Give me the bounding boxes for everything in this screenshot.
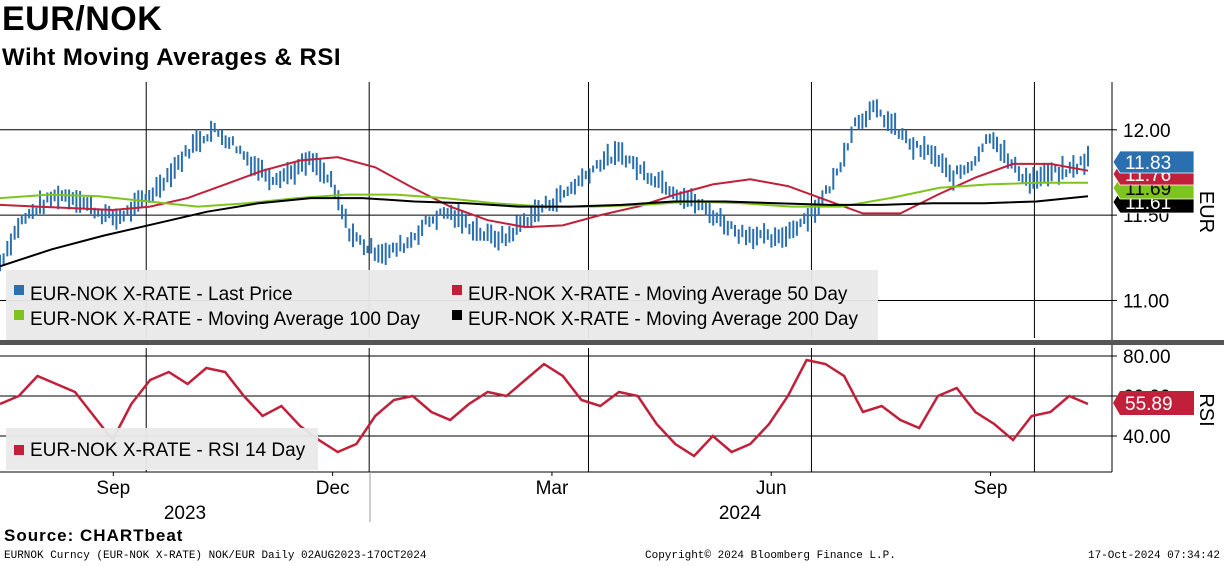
legend-box [6, 270, 878, 340]
last-value-tag: 11.83 [1112, 150, 1195, 174]
series-line-ma [0, 195, 1089, 268]
legend-label: EUR-NOK X-RATE - Moving Average 100 Day [30, 309, 420, 330]
chart-title: EUR/NOK [2, 0, 163, 38]
legend-item: EUR-NOK X-RATE - Last Price [14, 284, 293, 305]
last-value-tag-text: 11.83 [1125, 153, 1171, 174]
ticker-info: EURNOK Curncy (EUR-NOK X-RATE) NOK/EUR D… [4, 550, 427, 562]
year-label: 2023 [164, 503, 206, 524]
legend-item: EUR-NOK X-RATE - Moving Average 100 Day [14, 309, 420, 330]
legend-item: EUR-NOK X-RATE - RSI 14 Day [14, 440, 306, 461]
last-value-tag-text: 55.89 [1125, 394, 1173, 415]
legend-swatch [452, 310, 462, 320]
timestamp: 17-Oct-2024 07:34:42 [1087, 550, 1220, 562]
x-tick-label: Jun [756, 478, 787, 499]
rsi-line [0, 358, 1089, 458]
x-tick-label: Dec [316, 478, 350, 499]
panel-separator [0, 340, 1224, 345]
legend-swatch [14, 285, 24, 295]
legend-swatch [452, 285, 462, 295]
price-panel [0, 99, 1089, 272]
y-tick-label: 40.00 [1123, 427, 1171, 448]
chart-subtitle: Wiht Moving Averages & RSI [2, 44, 342, 71]
legend-box [6, 428, 318, 470]
year-label: 2024 [719, 503, 762, 524]
rsi-panel [0, 358, 1089, 458]
y-axis-title: EUR [1195, 191, 1217, 233]
legend-item: EUR-NOK X-RATE - Moving Average 50 Day [452, 284, 848, 305]
legend: EUR-NOK X-RATE - Last Price EUR-NOK X-RAT… [6, 270, 878, 470]
y-tick-label: 11.00 [1123, 291, 1169, 312]
legend-label: EUR-NOK X-RATE - Last Price [30, 284, 293, 305]
legend-swatch [14, 445, 24, 455]
y-tick-label: 12.00 [1123, 121, 1171, 142]
x-tick-label: Sep [96, 478, 130, 499]
last-value-tag: 55.89 [1113, 391, 1194, 415]
legend-item: EUR-NOK X-RATE - Moving Average 200 Day [452, 309, 858, 330]
x-tick-label: Mar [536, 478, 569, 499]
y-tick-label: 80.00 [1123, 347, 1171, 368]
last-value-tag-bg [1113, 391, 1194, 415]
copyright: Copyright© 2024 Bloomberg Finance L.P. [645, 550, 896, 562]
x-tick-label: Sep [974, 478, 1008, 499]
legend-label: EUR-NOK X-RATE - Moving Average 200 Day [468, 309, 858, 330]
source-label: Source: CHARTbeat [4, 526, 184, 545]
series-line-ma [0, 156, 1089, 229]
legend-label: EUR-NOK X-RATE - RSI 14 Day [30, 440, 306, 461]
last-value-tag-bg [1112, 150, 1195, 174]
legend-label: EUR-NOK X-RATE - Moving Average 50 Day [468, 284, 848, 305]
legend-swatch [14, 310, 24, 320]
y-axis-title: RSI [1195, 393, 1217, 426]
